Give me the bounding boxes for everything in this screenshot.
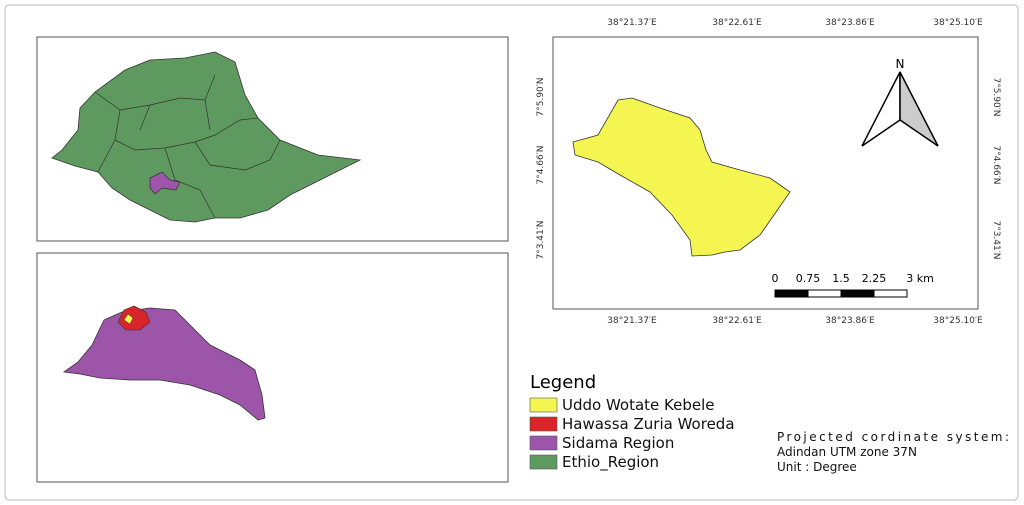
longitude-label: 38°25.10′E	[933, 18, 983, 28]
uddo-wotate-kebele	[572, 97, 791, 257]
latitude-label: 7°5.90′N	[536, 77, 546, 116]
kebele-locator	[123, 313, 134, 325]
legend-label: Ethio_Region	[562, 453, 659, 472]
longitude-label: 38°23.86′E	[825, 18, 875, 28]
scale-segment	[873, 289, 908, 298]
hawassa-woreda	[117, 305, 151, 331]
longitude-label: 38°22.61′E	[712, 18, 762, 28]
longitude-label: 38°22.61′E	[712, 316, 762, 326]
legend-title: Legend	[530, 372, 596, 393]
ethiopia-region	[51, 51, 362, 223]
legend-swatch	[529, 454, 558, 470]
projection-text: Adindan UTM zone 37N	[777, 445, 917, 459]
longitude-label: 38°23.86′E	[825, 316, 875, 326]
scale-label: 2.25	[862, 272, 887, 285]
legend-label: Sidama Region	[562, 434, 674, 452]
latitude-label: 7°3.41′N	[991, 220, 1001, 259]
legend-swatch	[529, 416, 558, 432]
projection-text: Unit : Degree	[777, 460, 857, 474]
region-borders	[94, 74, 281, 219]
sidama-locator	[149, 171, 181, 195]
scale-label: 3 km	[906, 272, 934, 285]
latitude-label: 7°4.66′N	[536, 145, 546, 184]
north-label: N	[896, 57, 905, 71]
scale-bar	[774, 289, 908, 298]
legend-label: Hawassa Zuria Woreda	[562, 415, 735, 433]
scale-label: 0	[772, 272, 779, 285]
scale-label: 0.75	[796, 272, 821, 285]
longitude-label: 38°21.37′E	[607, 316, 657, 326]
legend-label: Uddo Wotate Kebele	[562, 396, 715, 414]
scale-segment	[807, 289, 842, 298]
longitude-label: 38°21.37′E	[607, 18, 657, 28]
labels: 38°21.37′E 38°21.37′E 38°22.61′E 38°22.61′E…	[529, 18, 1009, 474]
legend-swatch	[529, 397, 558, 413]
scale-segment	[774, 289, 809, 298]
longitude-label: 38°25.10′E	[933, 316, 983, 326]
latitude-label: 7°4.66′N	[991, 145, 1001, 184]
legend-swatch	[529, 435, 558, 451]
projection-text: Projected cordinate system:	[777, 430, 1009, 444]
sidama-region	[62, 307, 266, 421]
latitude-label: 7°5.90′N	[991, 77, 1001, 116]
scale-label: 1.5	[832, 272, 850, 285]
north-arrow-right	[899, 71, 939, 147]
scale-segment	[840, 289, 875, 298]
latitude-label: 7°3.41′N	[536, 220, 546, 259]
